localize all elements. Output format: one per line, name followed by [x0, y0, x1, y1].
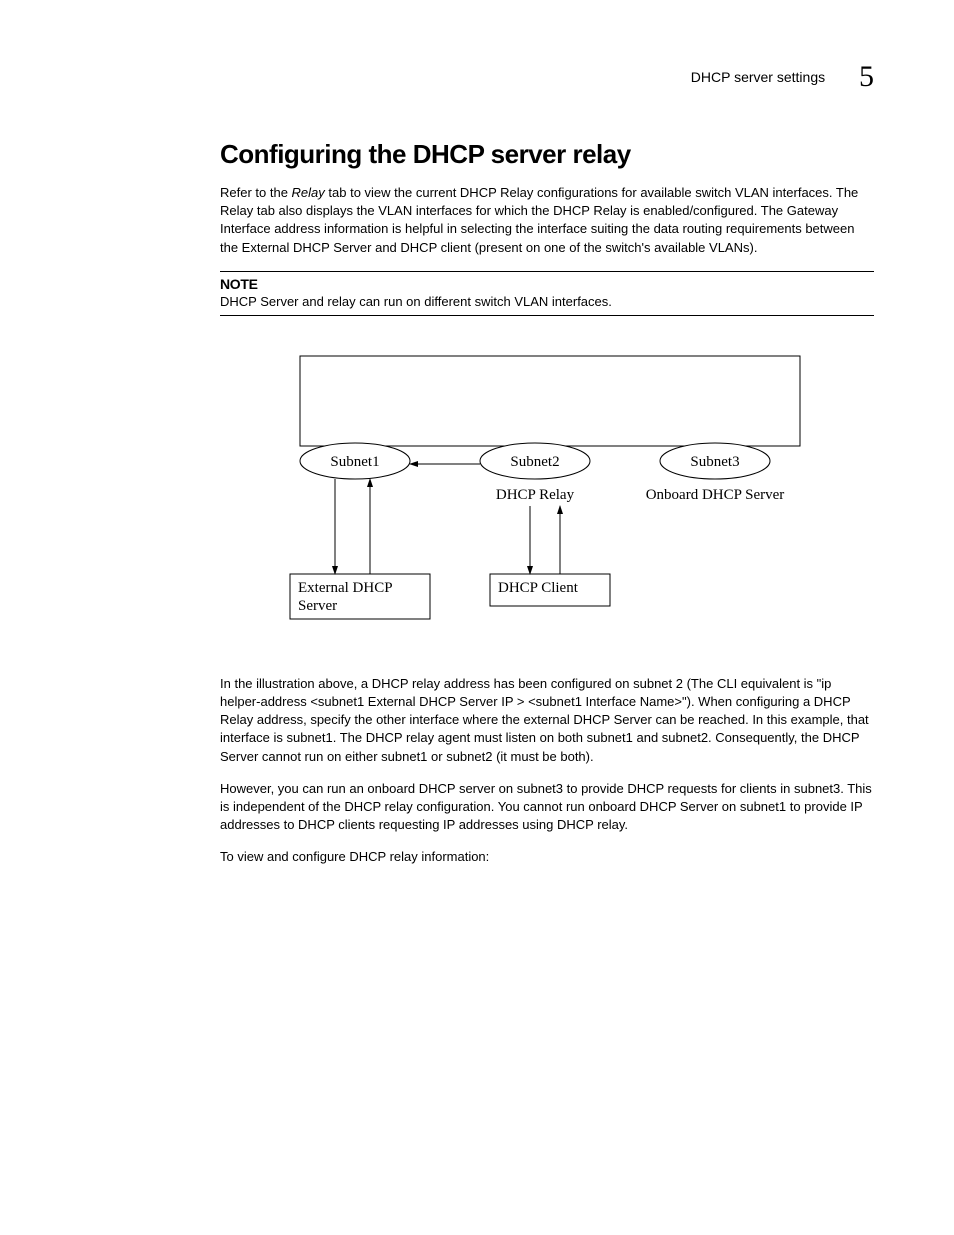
diagram-svg: Subnet1 Subnet2 DHCP Relay Subnet3 Onboard D… [260, 346, 820, 646]
para1-em: Relay [292, 185, 325, 200]
para1-pre: Refer to the [220, 185, 292, 200]
content-area: Configuring the DHCP server relay Refer … [220, 139, 874, 866]
header-chapter-number: 5 [859, 60, 874, 93]
paragraph-3: However, you can run an onboard DHCP ser… [220, 780, 874, 835]
note-label: NOTE [220, 276, 874, 292]
box-label-ext-dhcp-0: External DHCP [298, 580, 393, 596]
box-label-dhcp-client-0: DHCP Client [498, 580, 579, 596]
header-section-name: DHCP server settings [691, 69, 825, 85]
page-header: DHCP server settings 5 [70, 60, 884, 94]
network-diagram: Subnet1 Subnet2 DHCP Relay Subnet3 Onboard D… [260, 346, 874, 651]
page-title: Configuring the DHCP server relay [220, 139, 874, 170]
label-subnet1: Subnet1 [330, 454, 379, 470]
label-subnet3: Subnet3 [690, 454, 739, 470]
note-text: DHCP Server and relay can run on differe… [220, 294, 874, 309]
box-label-ext-dhcp-1: Server [298, 598, 337, 614]
sublabel-subnet3: Onboard DHCP Server [646, 487, 785, 503]
switch-rect [300, 356, 800, 446]
paragraph-4: To view and configure DHCP relay informa… [220, 848, 874, 866]
note-block: NOTE DHCP Server and relay can run on di… [220, 271, 874, 316]
page: DHCP server settings 5 Configuring the D… [0, 0, 954, 1235]
paragraph-2: In the illustration above, a DHCP relay … [220, 675, 874, 766]
sublabel-subnet2: DHCP Relay [496, 487, 575, 503]
label-subnet2: Subnet2 [510, 454, 559, 470]
intro-paragraph: Refer to the Relay tab to view the curre… [220, 184, 874, 257]
